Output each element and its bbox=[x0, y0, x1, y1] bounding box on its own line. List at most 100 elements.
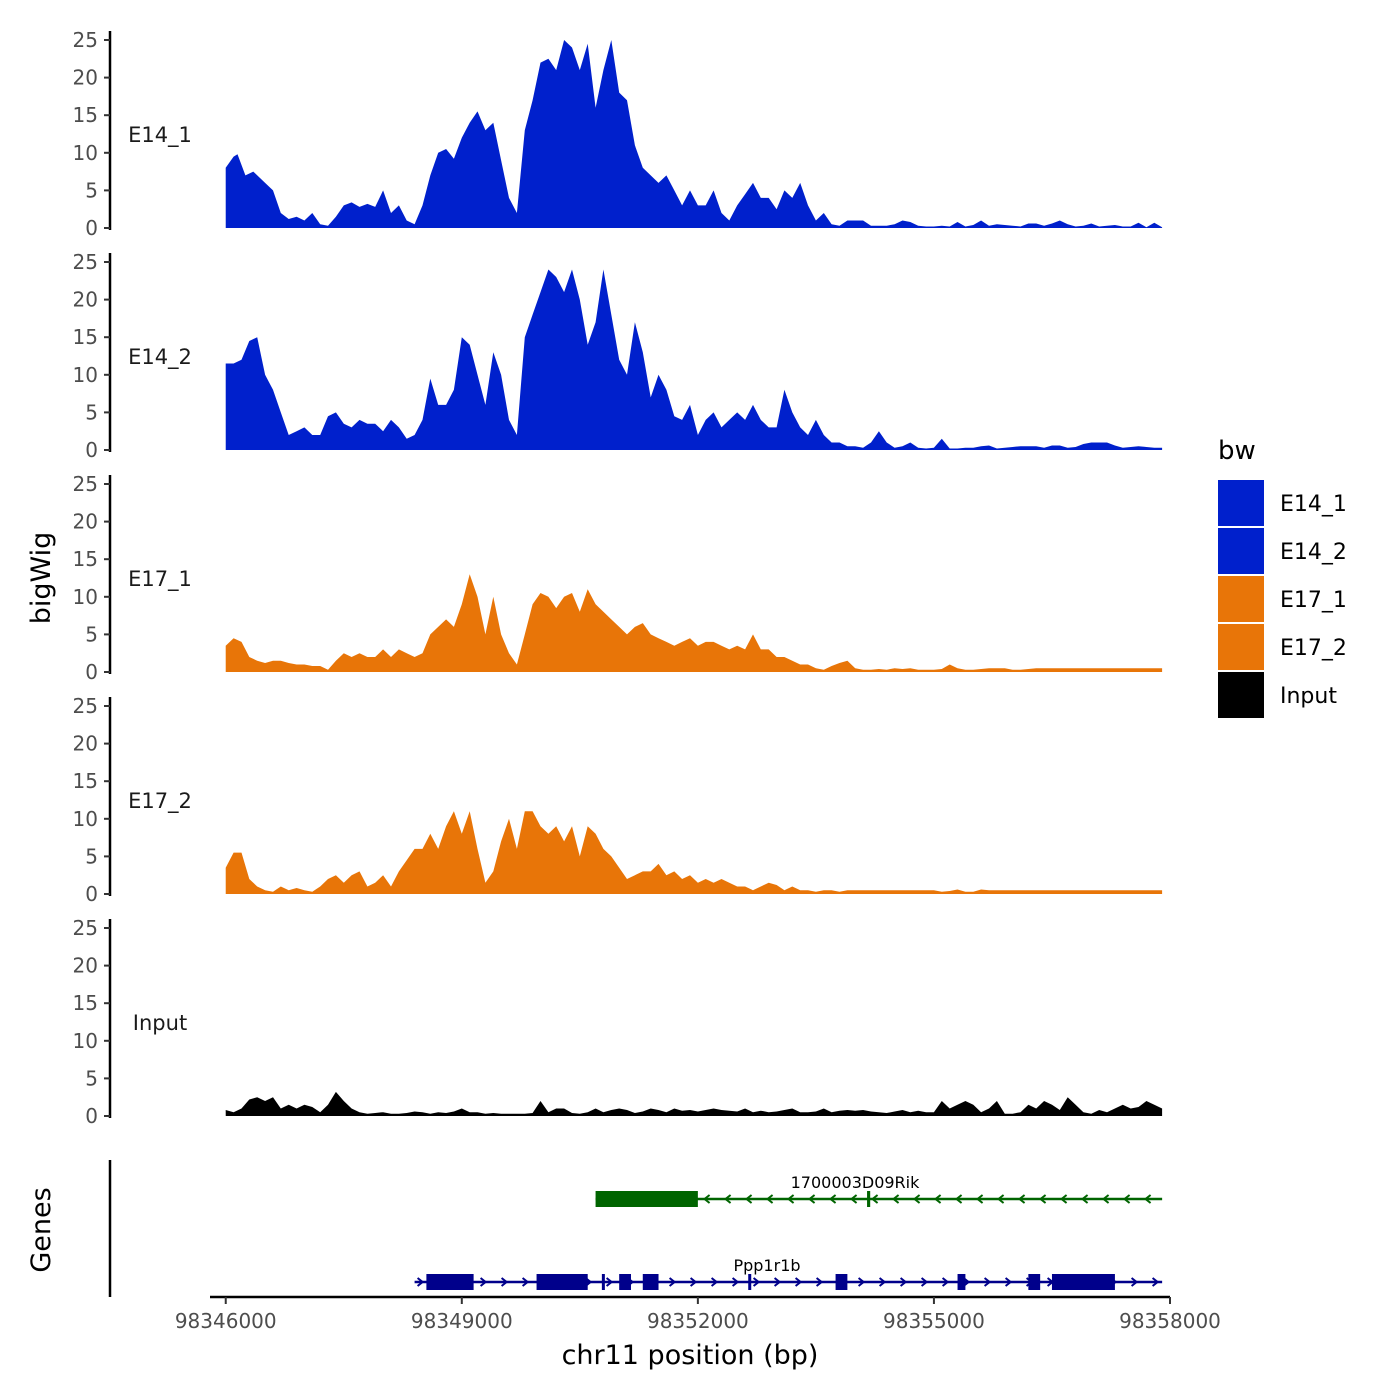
gene-exon bbox=[748, 1274, 752, 1290]
strand-chevron bbox=[807, 1194, 816, 1204]
strand-chevron bbox=[773, 1277, 782, 1287]
strand-chevron bbox=[1004, 1277, 1013, 1287]
track-panel-E14_2: 0 5 10 15 20 25 E14_2 bbox=[73, 250, 1163, 462]
x-axis-title: chr11 position (bp) bbox=[562, 1340, 819, 1371]
y-tick-label: 15 bbox=[73, 103, 98, 127]
y-tick-label: 5 bbox=[85, 844, 98, 868]
strand-chevron bbox=[1080, 1194, 1089, 1204]
strand-chevron bbox=[899, 1277, 908, 1287]
strand-chevron bbox=[1017, 1194, 1026, 1204]
strand-chevron bbox=[996, 1194, 1005, 1204]
y-tick-label: 20 bbox=[73, 732, 98, 756]
legend: bw E14_1 E14_2 E17_1 E17_2 Input bbox=[1218, 436, 1347, 718]
y-tick-label: 0 bbox=[85, 882, 98, 906]
strand-chevron bbox=[1059, 1194, 1068, 1204]
y-tick-label: 10 bbox=[73, 807, 98, 831]
gene-exon bbox=[642, 1274, 659, 1290]
strand-chevron bbox=[1122, 1194, 1131, 1204]
gene-exon bbox=[835, 1274, 848, 1290]
y-tick-label: 5 bbox=[85, 1066, 98, 1090]
y-tick-label: 25 bbox=[73, 694, 98, 718]
y-tick-label: 15 bbox=[73, 991, 98, 1015]
strand-chevron bbox=[954, 1194, 963, 1204]
strand-chevron bbox=[891, 1194, 900, 1204]
x-tick-label: 98352000 bbox=[647, 1309, 749, 1333]
strand-chevron bbox=[878, 1277, 887, 1287]
legend-swatch bbox=[1218, 480, 1264, 526]
gene-exon bbox=[957, 1274, 966, 1290]
track-panel-Input: 0 5 10 15 20 25 Input bbox=[73, 916, 1163, 1128]
strand-chevron bbox=[752, 1277, 761, 1287]
signal-area-Input bbox=[225, 1091, 1163, 1116]
strand-chevron bbox=[1151, 1277, 1160, 1287]
strand-chevron bbox=[815, 1277, 824, 1287]
x-tick-label: 98349000 bbox=[411, 1309, 513, 1333]
track-panel-E14_1: 0 5 10 15 20 25 E14_1 bbox=[73, 28, 1163, 240]
track-label: E14_2 bbox=[128, 345, 192, 370]
gene-panel: 1700003D09Rik Ppp1r1b bbox=[108, 1160, 1163, 1297]
y-tick-label: 15 bbox=[73, 325, 98, 349]
gene-1700003D09Rik: 1700003D09Rik bbox=[595, 1173, 1163, 1207]
legend-label: E14_2 bbox=[1280, 540, 1347, 565]
y-tick-label: 5 bbox=[85, 622, 98, 646]
strand-chevron bbox=[500, 1277, 509, 1287]
x-tick-label: 98358000 bbox=[1119, 1309, 1221, 1333]
y-tick-label: 25 bbox=[73, 916, 98, 940]
strand-chevron bbox=[912, 1194, 921, 1204]
y-tick-label: 10 bbox=[73, 141, 98, 165]
strand-chevron bbox=[1130, 1277, 1139, 1287]
legend-label: E14_1 bbox=[1280, 492, 1347, 517]
gene-name-label: 1700003D09Rik bbox=[791, 1173, 921, 1192]
y-tick-label: 25 bbox=[73, 28, 98, 52]
y-tick-label: 20 bbox=[73, 954, 98, 978]
strand-chevron bbox=[857, 1277, 866, 1287]
y-axis-title: bigWig bbox=[26, 532, 57, 625]
track-label: E14_1 bbox=[128, 123, 192, 148]
y-tick-label: 15 bbox=[73, 769, 98, 793]
strand-chevron bbox=[710, 1277, 719, 1287]
gene-exon bbox=[1028, 1274, 1041, 1290]
gene-exon bbox=[1051, 1274, 1115, 1290]
y-tick-label: 5 bbox=[85, 178, 98, 202]
strand-chevron bbox=[870, 1194, 879, 1204]
y-tick-label: 25 bbox=[73, 472, 98, 496]
y-tick-label: 20 bbox=[73, 510, 98, 534]
signal-area-E17_2 bbox=[225, 811, 1163, 894]
gene-exon bbox=[595, 1191, 698, 1207]
track-label: E17_1 bbox=[128, 567, 192, 592]
strand-chevron bbox=[794, 1277, 803, 1287]
y-tick-label: 0 bbox=[85, 438, 98, 462]
strand-chevron bbox=[828, 1194, 837, 1204]
strand-chevron bbox=[786, 1194, 795, 1204]
strand-chevron bbox=[723, 1194, 732, 1204]
y-tick-label: 10 bbox=[73, 585, 98, 609]
y-tick-label: 20 bbox=[73, 288, 98, 312]
y-tick-label: 0 bbox=[85, 216, 98, 240]
legend-label: E17_1 bbox=[1280, 588, 1347, 613]
y-tick-label: 0 bbox=[85, 1104, 98, 1128]
strand-chevron bbox=[975, 1194, 984, 1204]
gene-exon bbox=[867, 1191, 871, 1207]
signal-area-E17_1 bbox=[225, 574, 1163, 672]
x-axis: 98346000 98349000 98352000 98355000 98358000 bbox=[175, 1295, 1221, 1333]
strand-chevron bbox=[1101, 1194, 1110, 1204]
strand-chevron bbox=[983, 1277, 992, 1287]
legend-swatch bbox=[1218, 672, 1264, 718]
legend-label: Input bbox=[1280, 684, 1337, 709]
strand-chevron bbox=[941, 1277, 950, 1287]
gene-exon bbox=[426, 1274, 474, 1290]
legend-swatch bbox=[1218, 624, 1264, 670]
strand-chevron bbox=[920, 1277, 929, 1287]
strand-chevron bbox=[479, 1277, 488, 1287]
track-label: E17_2 bbox=[128, 789, 192, 814]
strand-chevron bbox=[702, 1194, 711, 1204]
x-tick-label: 98355000 bbox=[883, 1309, 985, 1333]
signal-area-E14_2 bbox=[225, 269, 1163, 450]
gene-exon bbox=[619, 1274, 631, 1290]
x-tick-label: 98346000 bbox=[175, 1309, 277, 1333]
gene-panel-title: Genes bbox=[26, 1187, 57, 1272]
strand-chevron bbox=[416, 1277, 425, 1287]
gene-Ppp1r1b: Ppp1r1b bbox=[414, 1256, 1163, 1290]
track-panels: 0 5 10 15 20 25 E14_1 0 5 10 15 20 25 E14_2 0 5 10 15 20 25… bbox=[73, 28, 1163, 1128]
